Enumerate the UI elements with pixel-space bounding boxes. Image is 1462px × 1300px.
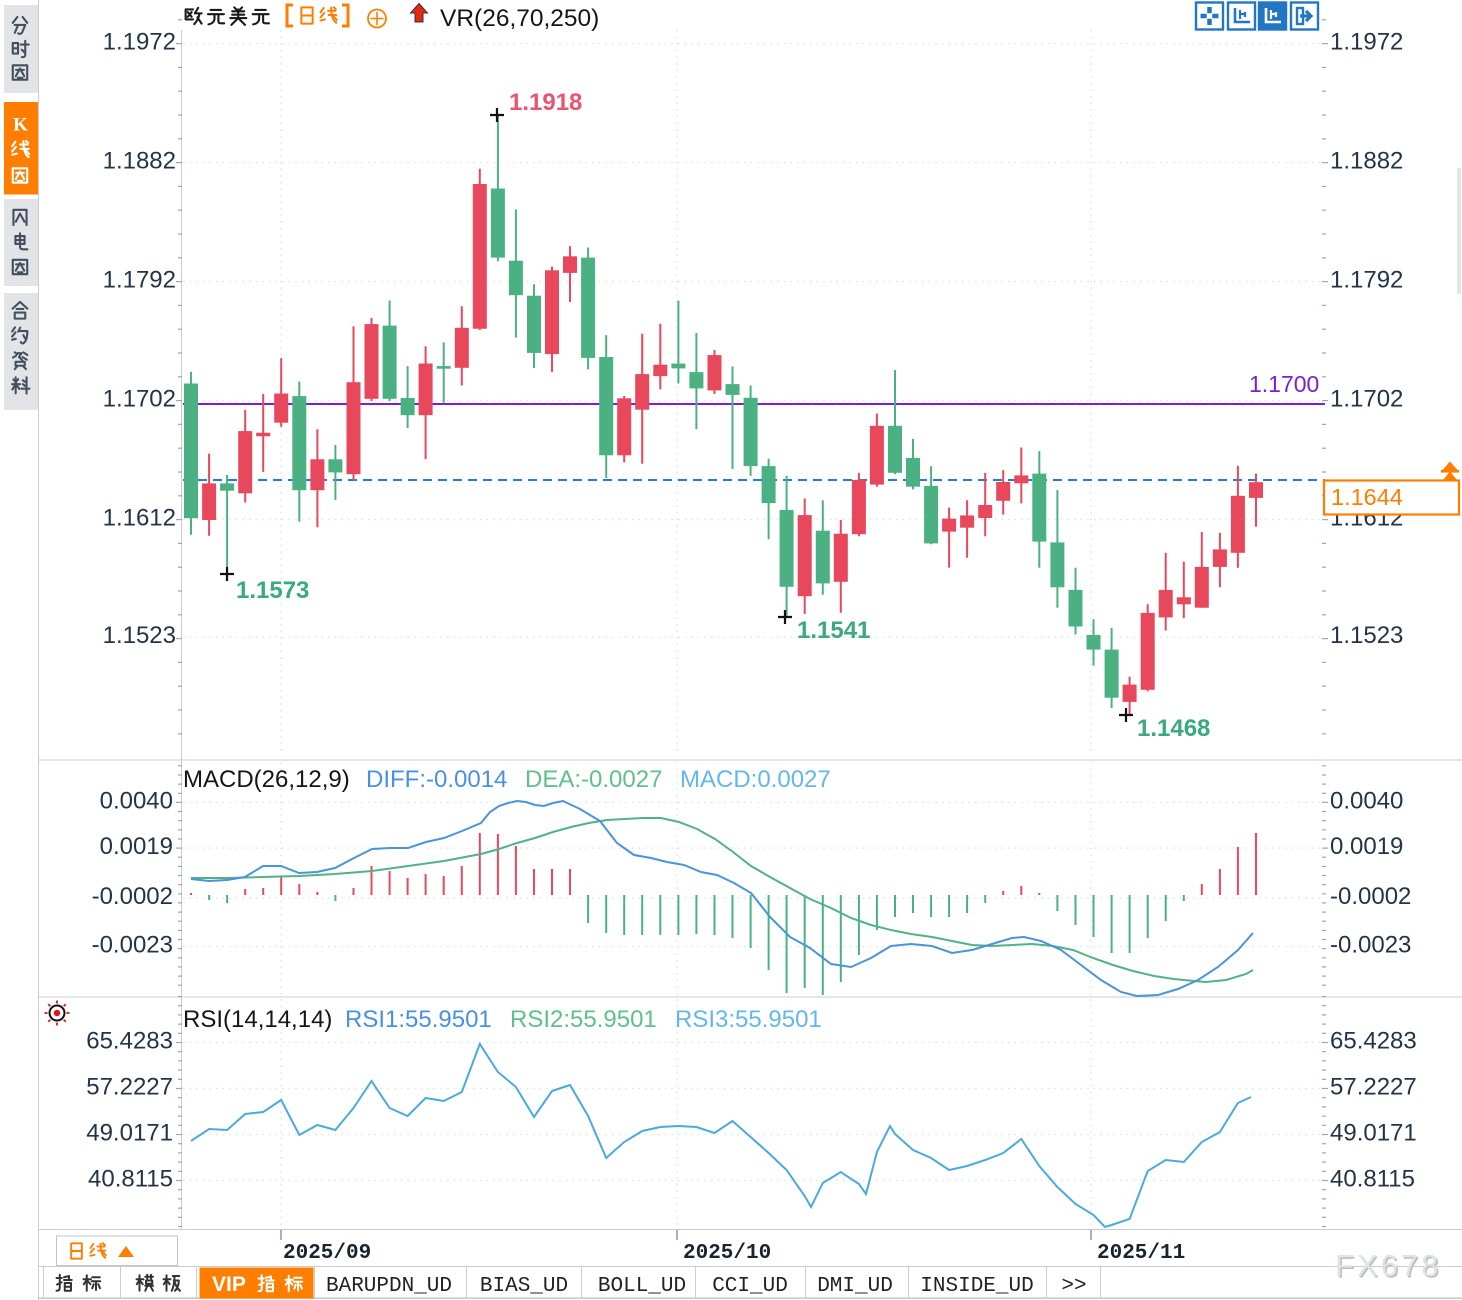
- svg-text:1.1792: 1.1792: [103, 267, 176, 294]
- svg-text:0.0019: 0.0019: [100, 833, 173, 860]
- svg-text:2025/09: 2025/09: [283, 1242, 371, 1265]
- svg-text:-0.0023: -0.0023: [1330, 932, 1411, 959]
- svg-text:CCI_UD: CCI_UD: [712, 1275, 788, 1298]
- svg-text:1.1972: 1.1972: [103, 29, 176, 56]
- svg-text:-0.0002: -0.0002: [1330, 883, 1411, 910]
- svg-text:1.1702: 1.1702: [103, 386, 176, 413]
- svg-text:MACD:0.0027: MACD:0.0027: [680, 766, 831, 793]
- svg-text:-0.0002: -0.0002: [92, 883, 173, 910]
- svg-text:1.1702: 1.1702: [1330, 386, 1403, 413]
- svg-text:0.0019: 0.0019: [1330, 833, 1403, 860]
- svg-text:VR(26,70,250): VR(26,70,250): [440, 5, 599, 32]
- svg-text:1.1792: 1.1792: [1330, 267, 1403, 294]
- svg-text:0.0040: 0.0040: [1330, 787, 1403, 814]
- svg-text:57.2227: 57.2227: [1330, 1074, 1417, 1101]
- svg-text:1.1573: 1.1573: [236, 577, 309, 604]
- svg-text:DEA:-0.0027: DEA:-0.0027: [525, 766, 662, 793]
- svg-text:57.2227: 57.2227: [86, 1074, 173, 1101]
- svg-text:1.1882: 1.1882: [103, 148, 176, 175]
- svg-text:49.0171: 49.0171: [86, 1120, 173, 1147]
- svg-text:BARUPDN_UD: BARUPDN_UD: [326, 1275, 452, 1298]
- svg-text:>>: >>: [1061, 1275, 1086, 1298]
- svg-text:FX678: FX678: [1337, 1250, 1443, 1285]
- svg-text:-0.0023: -0.0023: [92, 932, 173, 959]
- svg-text:40.8115: 40.8115: [1330, 1166, 1415, 1193]
- svg-text:1.1918: 1.1918: [509, 89, 582, 116]
- svg-text:RSI1:55.9501: RSI1:55.9501: [345, 1006, 492, 1033]
- svg-text:0.0040: 0.0040: [100, 787, 173, 814]
- svg-text:2025/10: 2025/10: [683, 1242, 771, 1265]
- svg-text:65.4283: 65.4283: [1330, 1028, 1417, 1055]
- svg-text:BOLL_UD: BOLL_UD: [598, 1275, 686, 1298]
- svg-text:VIP: VIP: [212, 1273, 246, 1296]
- svg-text:1.1882: 1.1882: [1330, 148, 1403, 175]
- svg-text:1.1700: 1.1700: [1249, 371, 1319, 397]
- svg-text:1.1523: 1.1523: [1330, 622, 1403, 649]
- svg-text:RSI(14,14,14): RSI(14,14,14): [183, 1006, 332, 1033]
- svg-text:1.1541: 1.1541: [797, 617, 870, 644]
- svg-text:1.1523: 1.1523: [103, 622, 176, 649]
- svg-text:40.8115: 40.8115: [88, 1166, 173, 1193]
- svg-text:1.1468: 1.1468: [1137, 715, 1210, 742]
- svg-text:FX678: FX678: [1335, 1248, 1441, 1283]
- svg-text:MACD(26,12,9): MACD(26,12,9): [183, 766, 350, 793]
- svg-text:65.4283: 65.4283: [86, 1028, 173, 1055]
- svg-text:RSI3:55.9501: RSI3:55.9501: [675, 1006, 822, 1033]
- svg-text:49.0171: 49.0171: [1330, 1120, 1417, 1147]
- svg-text:BIAS_UD: BIAS_UD: [480, 1275, 568, 1298]
- svg-text:1.1644: 1.1644: [1331, 484, 1403, 510]
- svg-text:DIFF:-0.0014: DIFF:-0.0014: [366, 766, 507, 793]
- svg-text:1.1972: 1.1972: [1330, 29, 1403, 56]
- svg-text:K: K: [13, 115, 28, 136]
- svg-text:RSI2:55.9501: RSI2:55.9501: [510, 1006, 657, 1033]
- svg-text:DMI_UD: DMI_UD: [817, 1275, 893, 1298]
- svg-text:2025/11: 2025/11: [1097, 1242, 1185, 1265]
- svg-text:1.1612: 1.1612: [103, 505, 176, 532]
- svg-text:INSIDE_UD: INSIDE_UD: [920, 1275, 1033, 1298]
